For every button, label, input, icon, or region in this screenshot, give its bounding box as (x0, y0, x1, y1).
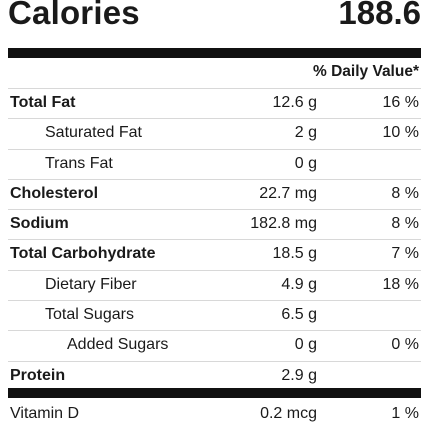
nutrient-amount: 6.5 g (281, 306, 317, 324)
nutrient-daily-value: 7 % (391, 245, 419, 263)
nutrient-daily-value: 8 % (391, 215, 419, 233)
nutrient-amount: 2.9 g (281, 366, 317, 384)
nutrient-name: Total Fat (10, 94, 76, 111)
nutrient-amount: 18.5 g (272, 245, 317, 263)
nutrient-row: Trans Fat 0 g (8, 148, 421, 179)
calories-label: Calories (8, 0, 140, 31)
nutrient-daily-value: 10 % (382, 124, 419, 142)
nutrient-row: Total Fat 12.6 g 16 % (8, 88, 421, 118)
nutrient-row: Saturated Fat 2 g 10 % (8, 118, 421, 148)
nutrient-daily-value: 18 % (382, 275, 419, 293)
nutrient-name: Protein (10, 366, 66, 384)
nutrient-amount: 4.9 g (281, 275, 317, 293)
nutrient-row: Total Carbohydrate 18.5 g 7 % (8, 239, 421, 269)
nutrient-row: Dietary Fiber 4.9 g 18 % (8, 269, 421, 300)
nutrient-daily-value: 16 % (382, 94, 419, 111)
nutrient-name: Trans Fat (45, 154, 113, 172)
top-divider-bar (8, 48, 421, 58)
daily-value-header-row: % Daily Value* (8, 58, 421, 86)
nutrition-facts-panel: Calories 188.6 % Daily Value* Total Fat 1… (8, 0, 421, 422)
nutrient-amount: 12.6 g (272, 94, 317, 111)
nutrient-amount: 22.7 mg (259, 184, 317, 202)
calories-header: Calories 188.6 (8, 0, 421, 46)
calories-value: 188.6 (338, 0, 421, 31)
nutrient-daily-value: 0 % (391, 336, 419, 354)
nutrient-name: Sodium (10, 215, 69, 233)
nutrient-daily-value: 8 % (391, 184, 419, 202)
nutrient-name: Total Carbohydrate (10, 245, 156, 263)
nutrient-row: Cholesterol 22.7 mg 8 % (8, 178, 421, 209)
nutrient-row: Sodium 182.8 mg 8 % (8, 209, 421, 239)
nutrient-amount: 0 g (294, 336, 317, 354)
vitamin-amount: 0.2 mcg (260, 405, 317, 422)
nutrient-name: Added Sugars (67, 336, 169, 354)
nutrient-row: Protein 2.9 g (8, 360, 421, 391)
nutrient-amount: 182.8 mg (250, 215, 317, 233)
nutrient-row: Added Sugars 0 g 0 % (8, 330, 421, 360)
daily-value-header: % Daily Value* (313, 63, 419, 80)
nutrient-name: Dietary Fiber (45, 275, 137, 293)
nutrient-name: Cholesterol (10, 184, 99, 202)
nutrient-amount: 0 g (294, 154, 317, 172)
nutrient-row: Total Sugars 6.5 g (8, 300, 421, 330)
nutrient-amount: 2 g (294, 124, 317, 142)
vitamin-daily-value: 1 % (391, 405, 419, 422)
vitamin-row: Vitamin D 0.2 mcg 1 % (8, 398, 421, 430)
nutrient-list: Total Fat 12.6 g 16 % Saturated Fat 2 g 10 % T… (8, 88, 421, 391)
bottom-divider-bar (8, 388, 421, 398)
vitamin-name: Vitamin D (10, 405, 80, 422)
nutrient-name: Saturated Fat (45, 124, 142, 142)
nutrient-name: Total Sugars (45, 306, 134, 324)
